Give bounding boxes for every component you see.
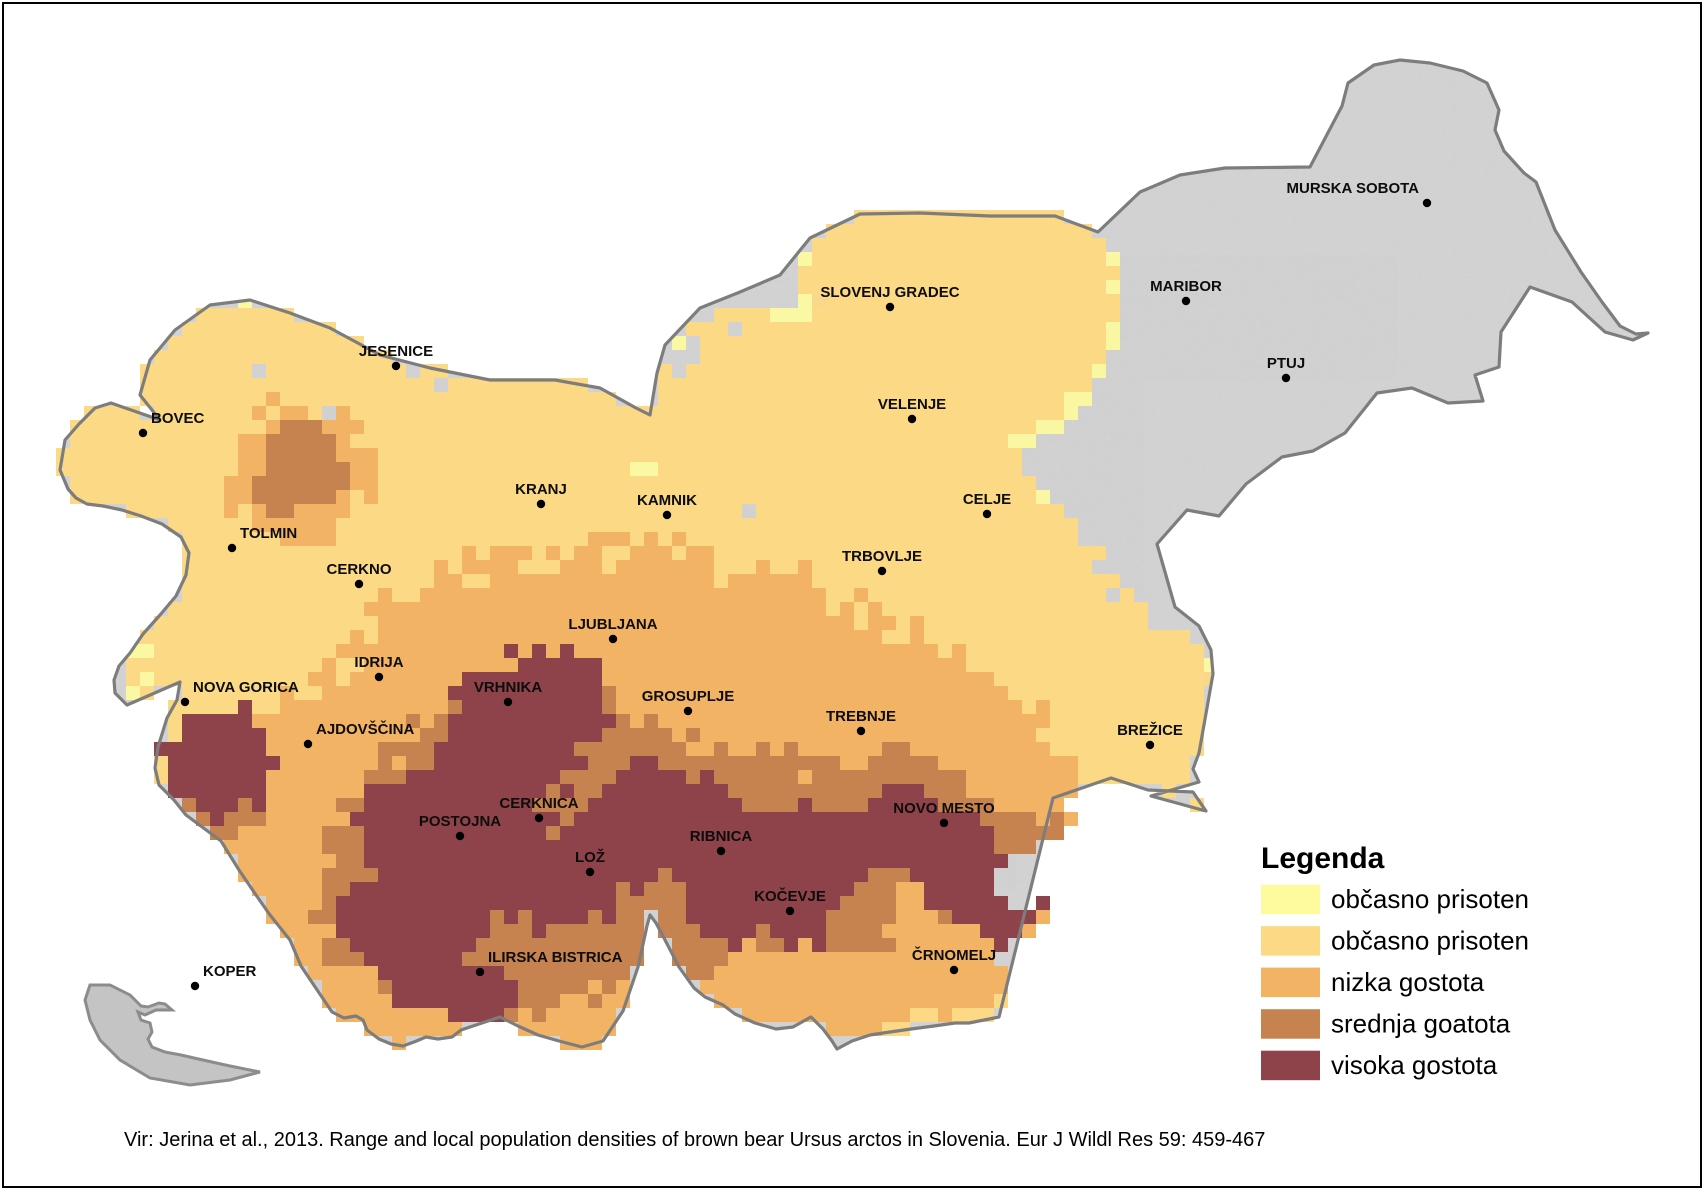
svg-text:GROSUPLJE: GROSUPLJE	[642, 688, 735, 705]
svg-text:VELENJE: VELENJE	[878, 396, 946, 413]
svg-text:BREŽICE: BREŽICE	[1117, 721, 1183, 739]
svg-text:IDRIJA: IDRIJA	[354, 654, 403, 671]
svg-text:srednja goatota: srednja goatota	[1331, 1009, 1511, 1039]
svg-text:LJUBLJANA: LJUBLJANA	[568, 616, 657, 633]
svg-text:NOVO MESTO: NOVO MESTO	[893, 800, 995, 817]
svg-text:BOVEC: BOVEC	[151, 410, 205, 427]
svg-text:CERKNO: CERKNO	[326, 561, 391, 578]
svg-text:MARIBOR: MARIBOR	[1150, 278, 1222, 295]
svg-text:KOČEVJE: KOČEVJE	[754, 887, 826, 905]
svg-text:CELJE: CELJE	[963, 491, 1011, 508]
svg-text:nizka gostota: nizka gostota	[1331, 967, 1485, 997]
svg-text:JESENICE: JESENICE	[359, 343, 433, 360]
svg-text:VRHNIKA: VRHNIKA	[474, 679, 543, 696]
svg-text:PTUJ: PTUJ	[1267, 355, 1305, 372]
svg-text:POSTOJNA: POSTOJNA	[419, 813, 501, 830]
svg-text:TOLMIN: TOLMIN	[240, 525, 297, 542]
svg-text:ILIRSKA BISTRICA: ILIRSKA BISTRICA	[488, 949, 623, 966]
svg-text:TREBNJE: TREBNJE	[826, 708, 896, 725]
svg-text:TRBOVLJE: TRBOVLJE	[842, 548, 922, 565]
svg-text:Vir: Jerina et al., 2013. Rang: Vir: Jerina et al., 2013. Range and loca…	[124, 1129, 1265, 1151]
svg-text:LOŽ: LOŽ	[575, 848, 605, 866]
svg-text:Legenda: Legenda	[1261, 842, 1385, 875]
svg-text:občasno prisoten: občasno prisoten	[1331, 884, 1529, 914]
svg-text:visoka gostota: visoka gostota	[1331, 1050, 1498, 1080]
svg-text:KAMNIK: KAMNIK	[637, 492, 697, 509]
svg-text:AJDOVŠČINA: AJDOVŠČINA	[316, 720, 415, 738]
svg-text:občasno prisoten: občasno prisoten	[1331, 926, 1529, 956]
svg-text:KRANJ: KRANJ	[515, 481, 567, 498]
svg-text:ČRNOMELJ: ČRNOMELJ	[912, 946, 996, 964]
svg-text:NOVA GORICA: NOVA GORICA	[193, 679, 299, 696]
svg-text:RIBNICA: RIBNICA	[690, 828, 753, 845]
svg-text:MURSKA SOBOTA: MURSKA SOBOTA	[1287, 180, 1420, 197]
svg-text:KOPER: KOPER	[203, 963, 257, 980]
svg-text:SLOVENJ GRADEC: SLOVENJ GRADEC	[820, 284, 959, 301]
svg-text:CERKNICA: CERKNICA	[499, 795, 578, 812]
